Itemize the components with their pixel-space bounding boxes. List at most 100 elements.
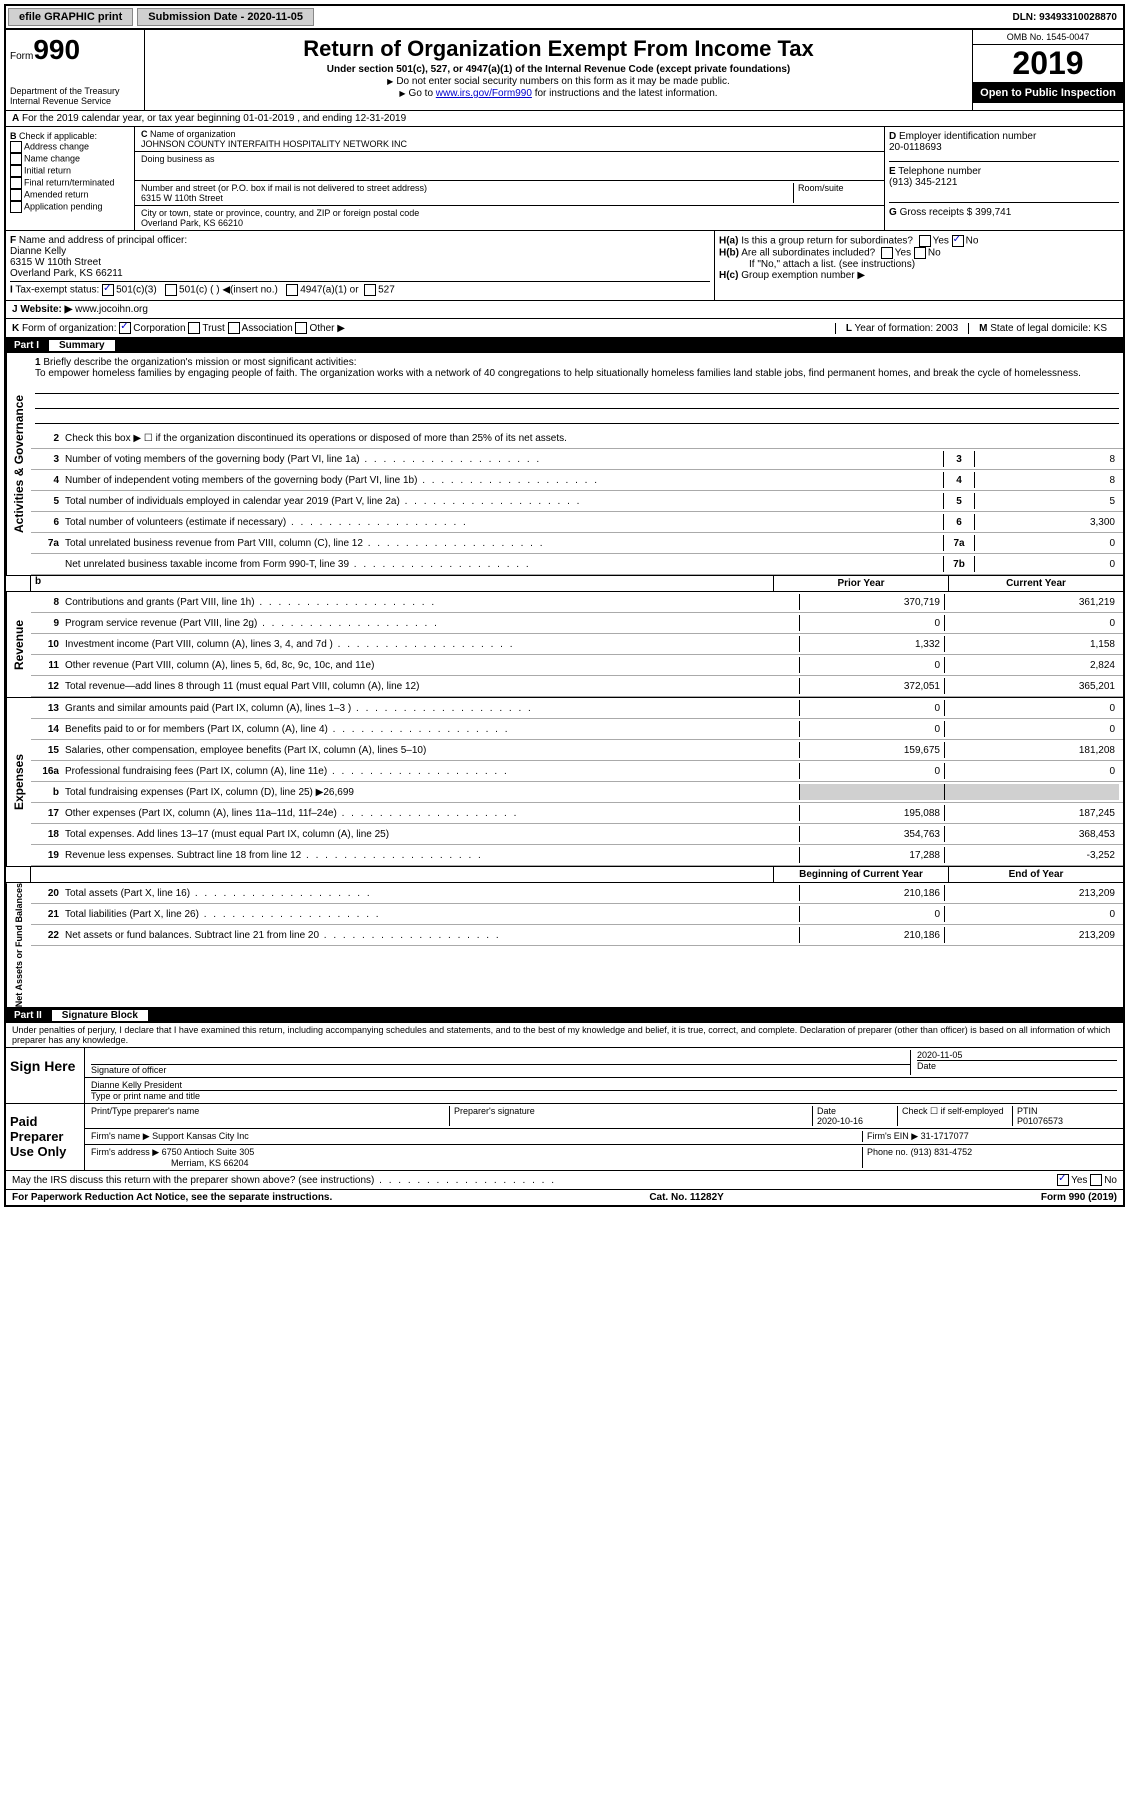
revenue-block: Revenue 8Contributions and grants (Part … — [6, 592, 1123, 698]
l22c: 213,209 — [944, 927, 1119, 943]
corp-label: Corporation — [133, 323, 185, 334]
l21p: 0 — [799, 906, 944, 922]
col-b-checkboxes: B Check if applicable: Address change Na… — [6, 127, 135, 230]
l21c: 0 — [944, 906, 1119, 922]
org-name-label: Name of organization — [150, 129, 236, 139]
4947-checkbox[interactable] — [286, 284, 298, 296]
hb-no: No — [928, 248, 941, 259]
ha-no: No — [966, 236, 979, 247]
check-self-employed: Check ☐ if self-employed — [898, 1106, 1013, 1126]
amended-label: Amended return — [24, 189, 89, 199]
prep-date-value: 2020-10-16 — [817, 1116, 863, 1126]
side-revenue: Revenue — [6, 592, 31, 697]
l6-num: 6 — [943, 514, 975, 530]
part2-no: Part II — [14, 1010, 52, 1021]
l21: Total liabilities (Part X, line 26) — [65, 909, 799, 920]
rev-header: b Prior Year Current Year — [6, 576, 1123, 592]
efile-button[interactable]: efile GRAPHIC print — [8, 8, 133, 26]
n4: 4 — [35, 475, 65, 486]
officer-addr1: 6315 W 110th Street — [10, 257, 101, 268]
discuss-row: May the IRS discuss this return with the… — [6, 1171, 1123, 1190]
l12c: 365,201 — [944, 678, 1119, 694]
amended-checkbox[interactable] — [10, 189, 22, 201]
l20c: 213,209 — [944, 885, 1119, 901]
hb-no-checkbox[interactable] — [914, 247, 926, 259]
application-label: Application pending — [24, 201, 103, 211]
city-label: City or town, state or province, country… — [141, 208, 419, 218]
header-center: Return of Organization Exempt From Incom… — [145, 30, 972, 110]
irs-link[interactable]: www.irs.gov/Form990 — [436, 88, 532, 99]
501c-label: 501(c) ( ) ◀(insert no.) — [179, 285, 278, 296]
tax-exempt-label: Tax-exempt status: — [15, 285, 99, 296]
hb-yes-checkbox[interactable] — [881, 247, 893, 259]
part2-title: Signature Block — [52, 1010, 148, 1021]
discuss-yes-checkbox[interactable] — [1057, 1174, 1069, 1186]
officer-name: Dianne Kelly — [10, 246, 66, 257]
firm-name-label: Firm's name ▶ — [91, 1131, 150, 1141]
year-formation: Year of formation: 2003 — [855, 323, 959, 334]
topbar: efile GRAPHIC print Submission Date - 20… — [6, 6, 1123, 30]
application-checkbox[interactable] — [10, 201, 22, 213]
527-label: 527 — [378, 285, 395, 296]
letter-m: M — [979, 323, 987, 334]
l2-text: Check this box ▶ ☐ if the organization d… — [65, 433, 1119, 444]
letter-hb: H(b) — [719, 248, 739, 259]
trust-checkbox[interactable] — [188, 322, 200, 334]
paid-preparer-label: Paid Preparer Use Only — [6, 1104, 85, 1170]
form-header: Form990 Department of the Treasury Inter… — [6, 30, 1123, 111]
l3-num: 3 — [943, 451, 975, 467]
form-version: Form 990 (2019) — [1041, 1192, 1117, 1203]
l6-text: Total number of volunteers (estimate if … — [65, 517, 943, 528]
name-change-checkbox[interactable] — [10, 153, 22, 165]
discuss-no: No — [1104, 1175, 1117, 1186]
prep-name-label: Print/Type preparer's name — [91, 1106, 199, 1116]
phone-value: (913) 345-2121 — [889, 177, 957, 188]
ha-yes: Yes — [933, 236, 949, 247]
l17c: 187,245 — [944, 805, 1119, 821]
n16b: b — [35, 787, 65, 798]
n13: 13 — [35, 703, 65, 714]
501c-checkbox[interactable] — [165, 284, 177, 296]
l22p: 210,186 — [799, 927, 944, 943]
dba-label: Doing business as — [141, 154, 215, 164]
l5-val: 5 — [975, 493, 1119, 509]
side-expenses: Expenses — [6, 698, 31, 866]
assoc-checkbox[interactable] — [228, 322, 240, 334]
final-return-checkbox[interactable] — [10, 177, 22, 189]
initial-return-checkbox[interactable] — [10, 165, 22, 177]
period-row: A For the 2019 calendar year, or tax yea… — [6, 111, 1123, 127]
n1: 1 — [35, 357, 41, 368]
527-checkbox[interactable] — [364, 284, 376, 296]
l4-val: 8 — [975, 472, 1119, 488]
ein-value: 20-0118693 — [889, 142, 942, 153]
l19p: 17,288 — [799, 847, 944, 863]
l17p: 195,088 — [799, 805, 944, 821]
dept-treasury: Department of the Treasury — [10, 86, 140, 96]
l7b-val: 0 — [975, 556, 1119, 572]
letter-f: F — [10, 235, 16, 246]
irs-label: Internal Revenue Service — [10, 96, 140, 106]
goto-prefix: Go to — [399, 88, 435, 99]
form-title: Return of Organization Exempt From Incom… — [149, 36, 968, 62]
ha-yes-checkbox[interactable] — [919, 235, 931, 247]
l5-text: Total number of individuals employed in … — [65, 496, 943, 507]
address-change-checkbox[interactable] — [10, 141, 22, 153]
l13: Grants and similar amounts paid (Part IX… — [65, 703, 799, 714]
n16a: 16a — [35, 766, 65, 777]
l19c: -3,252 — [944, 847, 1119, 863]
l12p: 372,051 — [799, 678, 944, 694]
l7a-val: 0 — [975, 535, 1119, 551]
501c3-checkbox[interactable] — [102, 284, 114, 296]
discuss-no-checkbox[interactable] — [1090, 1174, 1102, 1186]
corp-checkbox[interactable] — [119, 322, 131, 334]
submission-date-button[interactable]: Submission Date - 2020-11-05 — [137, 8, 314, 26]
ha-no-checkbox[interactable] — [952, 235, 964, 247]
state-domicile: State of legal domicile: KS — [990, 323, 1107, 334]
page-footer: For Paperwork Reduction Act Notice, see … — [6, 1190, 1123, 1205]
sign-here-label: Sign Here — [6, 1048, 85, 1103]
sig-officer-label: Signature of officer — [91, 1064, 910, 1075]
l4-num: 4 — [943, 472, 975, 488]
other-checkbox[interactable] — [295, 322, 307, 334]
mission-blank-3 — [35, 409, 1119, 424]
l13c: 0 — [944, 700, 1119, 716]
